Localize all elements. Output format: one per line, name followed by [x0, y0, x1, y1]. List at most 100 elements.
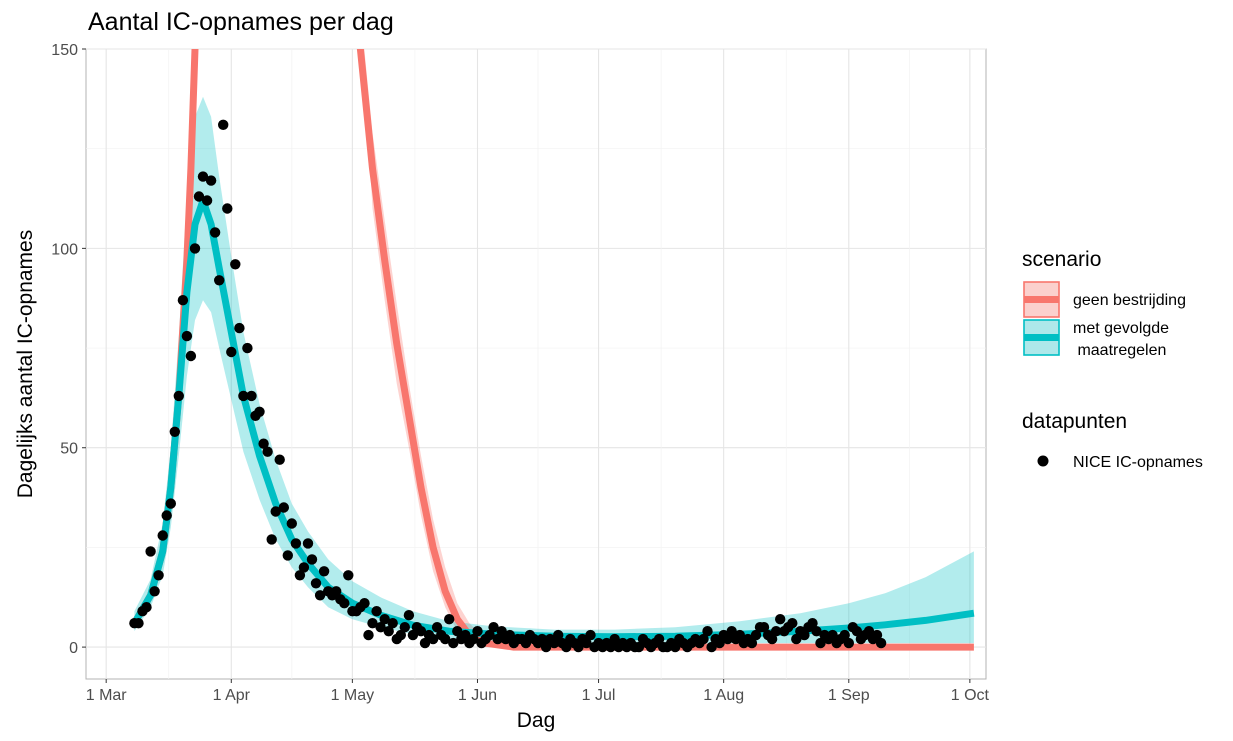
- data-point: [141, 602, 152, 613]
- data-point: [298, 562, 310, 573]
- band-geen-bestrijding: [362, 49, 514, 648]
- legend-item-geen-bestrijding: geen bestrijding: [1023, 281, 1186, 318]
- data-point: [371, 606, 382, 617]
- data-point: [189, 243, 201, 254]
- data-point: [770, 626, 782, 637]
- data-point: [290, 538, 302, 549]
- y-axis-title: Dagelijks aantal IC-opnames: [14, 230, 37, 498]
- legend-label-met-gevolgde-line2: maatregelen: [1073, 342, 1166, 359]
- x-tick-label: 1 Sep: [828, 687, 870, 704]
- legend-title-scenario: scenario: [1022, 248, 1101, 271]
- data-point: [851, 626, 863, 637]
- legend-title-datapunten: datapunten: [1022, 410, 1127, 433]
- data-point: [185, 350, 197, 362]
- data-point: [444, 614, 455, 625]
- x-axis-title: Dag: [517, 709, 556, 732]
- data-point: [254, 406, 265, 417]
- data-point: [815, 637, 826, 649]
- data-point: [633, 641, 645, 653]
- data-point: [581, 637, 592, 649]
- data-point: [766, 633, 778, 645]
- data-points: [129, 119, 887, 653]
- data-point: [787, 618, 798, 629]
- data-point: [395, 629, 406, 641]
- data-point: [282, 550, 293, 561]
- data-point: [383, 626, 394, 637]
- data-point: [540, 641, 552, 653]
- x-axis-ticks: 1 Mar 1 Apr 1 May 1 Jun 1 Jul 1 Aug 1 Sep 1 Oct: [86, 679, 990, 704]
- data-point: [653, 633, 665, 645]
- legend-label-met-gevolgde-line1: met gevolgde: [1073, 320, 1169, 337]
- data-point: [238, 390, 249, 402]
- chart-title: Aantal IC-opnames per dag: [88, 8, 394, 36]
- x-tick-label: 1 Apr: [213, 687, 251, 704]
- data-point: [561, 641, 572, 653]
- data-point: [149, 586, 160, 597]
- legend-label-nice-ic-opnames: NICE IC-opnames: [1073, 454, 1203, 471]
- x-tick-label: 1 Oct: [951, 687, 990, 704]
- data-point: [242, 342, 253, 354]
- data-point: [266, 534, 277, 545]
- data-point: [496, 626, 507, 637]
- data-point: [226, 346, 237, 358]
- data-point: [234, 322, 245, 334]
- data-point: [573, 641, 584, 653]
- data-point: [807, 618, 818, 629]
- data-point: [218, 119, 229, 130]
- data-point: [205, 175, 217, 186]
- data-point: [775, 614, 786, 625]
- data-point: [274, 454, 285, 465]
- data-point: [670, 641, 681, 653]
- data-point: [585, 629, 596, 641]
- data-point: [758, 622, 770, 633]
- data-point: [750, 629, 762, 641]
- data-point: [415, 626, 427, 637]
- data-point: [403, 610, 415, 621]
- y-tick-label: 100: [51, 241, 78, 258]
- data-point: [161, 510, 172, 521]
- grid-lines: [86, 48, 986, 679]
- data-point: [734, 629, 745, 641]
- x-tick-label: 1 Mar: [86, 687, 128, 704]
- data-point: [726, 626, 737, 637]
- plot-panel: [85, 48, 987, 680]
- data-point: [399, 622, 410, 633]
- data-point: [169, 426, 180, 437]
- x-tick-label: 1 May: [331, 687, 375, 704]
- data-point: [702, 626, 713, 637]
- data-point: [294, 570, 306, 581]
- data-point: [549, 637, 560, 649]
- data-point: [375, 622, 386, 633]
- data-point: [520, 637, 532, 649]
- data-point: [214, 275, 225, 286]
- data-point: [177, 295, 189, 306]
- data-point: [827, 629, 838, 641]
- legend-point-key: [1037, 455, 1049, 467]
- data-point: [746, 637, 758, 649]
- data-point: [197, 171, 209, 182]
- data-point: [359, 598, 370, 609]
- x-tick-label: 1 Jun: [458, 687, 497, 704]
- data-point: [871, 629, 883, 641]
- data-point: [367, 618, 378, 629]
- data-point: [722, 633, 733, 645]
- data-point: [387, 618, 398, 629]
- data-point: [605, 641, 616, 653]
- data-point: [811, 626, 822, 637]
- data-point: [363, 629, 374, 641]
- data-point: [452, 626, 463, 637]
- data-point: [165, 498, 176, 509]
- data-point: [258, 438, 269, 449]
- data-point: [698, 633, 709, 645]
- data-point: [609, 633, 620, 645]
- data-point: [278, 502, 289, 513]
- data-point: [536, 633, 548, 645]
- data-point: [201, 195, 213, 206]
- data-point: [209, 227, 221, 238]
- data-point: [331, 586, 342, 597]
- y-tick-label: 50: [60, 441, 78, 458]
- legend-label-geen-bestrijding: geen bestrijding: [1073, 292, 1186, 309]
- y-tick-label: 150: [51, 42, 78, 59]
- data-point: [839, 629, 850, 641]
